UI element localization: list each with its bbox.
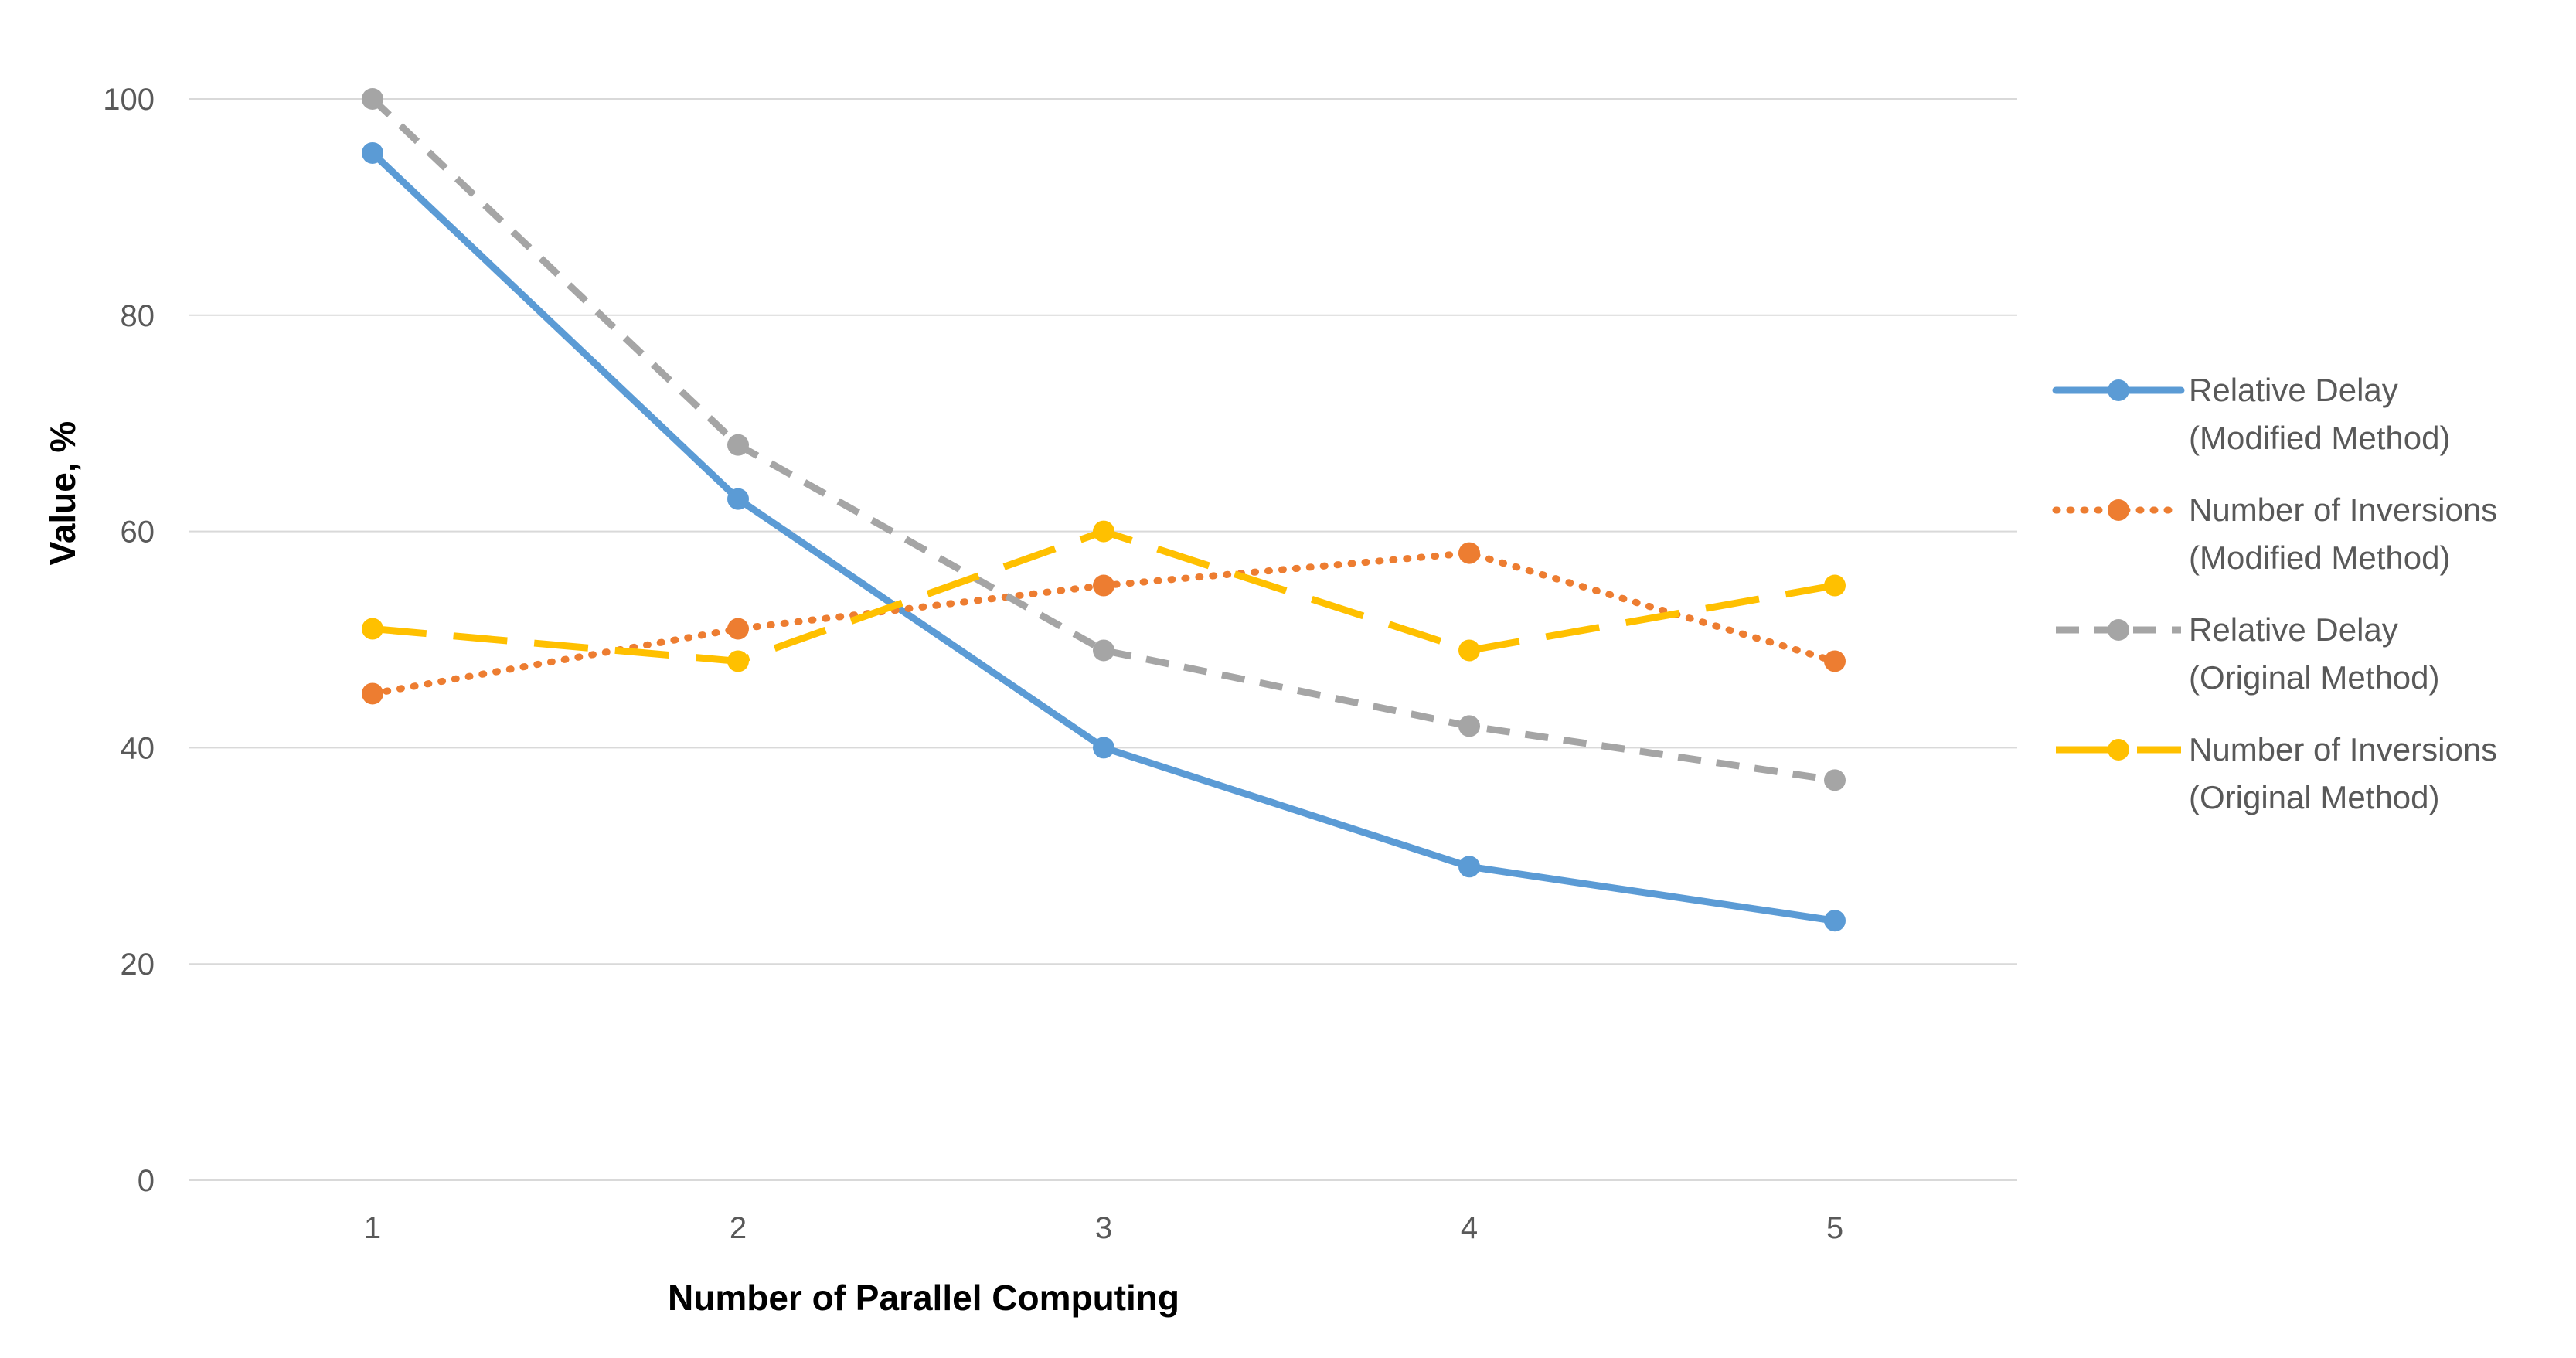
series-line: [369, 550, 1839, 697]
y-axis-ticks: 0 20 40 60 80 100: [103, 83, 155, 1198]
y-tick-label: 60: [121, 516, 155, 550]
y-tick-label: 20: [121, 948, 155, 982]
data-point: [1824, 574, 1846, 597]
data-point: [1093, 639, 1114, 662]
data-point: [1093, 737, 1114, 759]
plot-area: [362, 88, 1846, 932]
legend-label: Number of Inversions (Modified Method): [2189, 492, 2497, 576]
y-tick-label: 100: [103, 83, 155, 117]
legend-swatch-marker: [2108, 379, 2129, 401]
legend-item: Relative Delay (Modified Method): [2052, 372, 2450, 456]
x-tick-label: 5: [1826, 1211, 1843, 1245]
y-tick-label: 80: [121, 299, 155, 333]
series-4: [362, 520, 1846, 672]
data-point: [727, 650, 749, 672]
series-line: [369, 96, 1836, 784]
data-point: [1093, 574, 1114, 597]
legend-label: Relative Delay (Modified Method): [2189, 372, 2450, 456]
y-axis-title: Value, %: [43, 421, 83, 566]
x-tick-label: 3: [1095, 1211, 1112, 1245]
x-tick-label: 2: [730, 1211, 747, 1245]
legend-swatch-marker: [2108, 739, 2129, 761]
x-tick-label: 4: [1461, 1211, 1478, 1245]
data-point: [362, 141, 383, 164]
legend-swatch-marker: [2108, 619, 2129, 641]
data-point: [1824, 769, 1846, 791]
x-tick-label: 1: [364, 1211, 381, 1245]
legend-item: Number of Inversions (Modified Method): [2052, 492, 2497, 576]
data-point: [1458, 542, 1480, 564]
series-2: [362, 542, 1846, 705]
data-point: [1458, 639, 1480, 662]
data-point: [727, 488, 749, 510]
data-point: [1093, 520, 1114, 543]
x-axis-title: Number of Parallel Computing: [668, 1278, 1179, 1318]
x-axis-ticks: 1 2 3 4 5: [364, 1211, 1843, 1245]
legend-label: Relative Delay (Original Method): [2189, 611, 2439, 696]
series-1: [362, 141, 1846, 932]
y-tick-label: 0: [138, 1164, 155, 1198]
legend-item: Relative Delay (Original Method): [2056, 611, 2439, 696]
data-point: [1458, 856, 1480, 878]
series-3: [362, 88, 1846, 791]
data-point: [1458, 715, 1480, 737]
legend: Relative Delay (Modified Method) Number of…: [2052, 372, 2497, 815]
data-point: [727, 434, 749, 456]
legend-item: Number of Inversions (Original Method): [2056, 731, 2497, 815]
legend-swatch-marker: [2108, 499, 2129, 521]
y-tick-label: 40: [121, 731, 155, 765]
data-point: [1824, 650, 1846, 672]
data-point: [362, 618, 383, 640]
data-point: [362, 88, 383, 110]
data-point: [362, 682, 383, 705]
data-point: [1824, 910, 1846, 932]
data-point: [727, 618, 749, 640]
legend-label: Number of Inversions (Original Method): [2189, 731, 2497, 815]
